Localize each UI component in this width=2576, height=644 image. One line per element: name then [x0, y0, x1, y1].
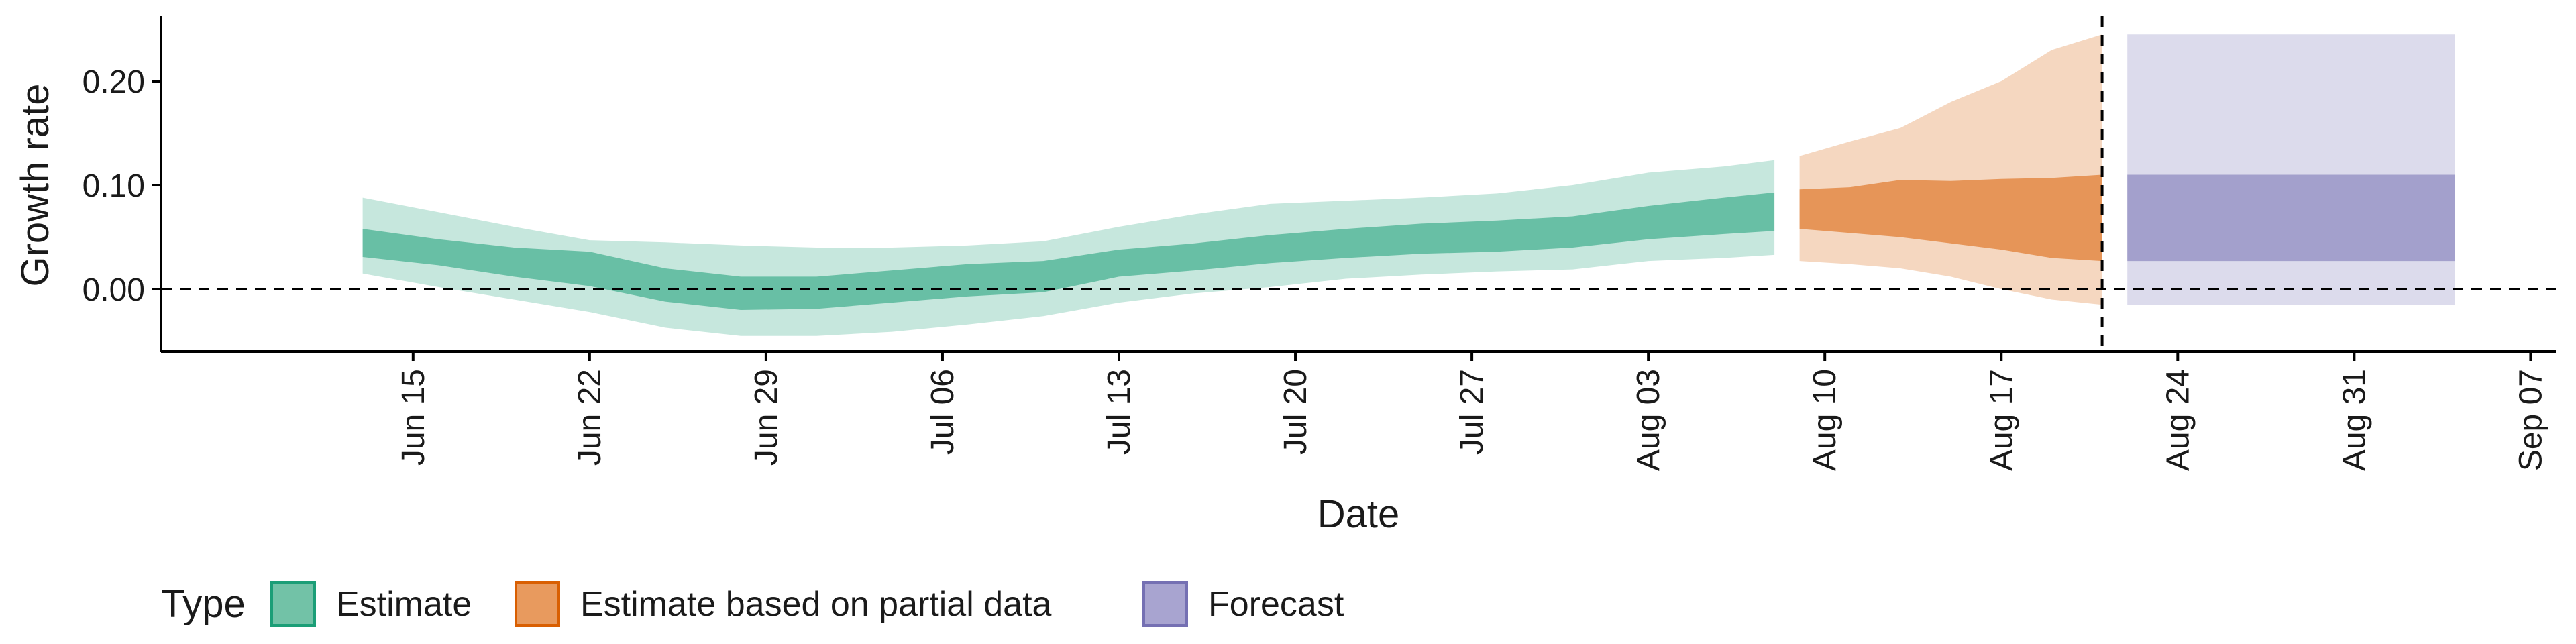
legend-swatch [515, 581, 560, 627]
x-tick-label: Jun 22 [572, 369, 608, 466]
x-axis-label: Date [1318, 492, 1400, 536]
series-0 [362, 160, 1775, 336]
axes-layer: 0.00 0.10 0.20 Jun 15 Jun 22 Jun 29 Jul 06 Jul … [83, 16, 2556, 471]
y-axis-label: Growth rate [13, 84, 57, 287]
x-tick-label: Jul 13 [1102, 369, 1137, 455]
x-tick-label: Jul 27 [1454, 369, 1490, 455]
legend-label: Forecast [1208, 585, 1344, 624]
x-tick-label: Jun 15 [396, 369, 431, 466]
band-50 [362, 192, 1775, 310]
legend-item-0: Estimate [270, 581, 472, 627]
legend-title: Type [161, 582, 246, 626]
legend-item-1: Estimate based on partial data [515, 581, 1052, 627]
legend-swatch [1142, 581, 1188, 627]
series-2 [2127, 34, 2455, 305]
band-50 [1799, 174, 2102, 262]
y-tick-label: 0.00 [83, 272, 145, 308]
band-50 [2127, 174, 2455, 262]
legend-item-2: Forecast [1142, 581, 1344, 627]
x-tick-label: Sep 07 [2513, 369, 2548, 471]
legend-label: Estimate [336, 585, 472, 624]
x-tick-label: Jul 06 [925, 369, 961, 455]
x-tick-label: Jun 29 [749, 369, 784, 466]
y-tick-label: 0.10 [83, 168, 145, 204]
x-tick-label: Aug 03 [1631, 369, 1666, 471]
band-90 [2127, 34, 2455, 305]
y-tick-label: 0.20 [83, 64, 145, 100]
series-1 [1799, 34, 2102, 305]
legend-swatch [270, 581, 316, 627]
bands-layer [362, 34, 2455, 336]
x-tick-label: Jul 20 [1278, 369, 1313, 455]
reference-lines [161, 16, 2556, 352]
x-tick-label: Aug 31 [2337, 369, 2372, 471]
x-tick-label: Aug 24 [2160, 369, 2196, 471]
legend: Type Estimate Estimate based on partial da… [161, 581, 1344, 627]
x-tick-label: Aug 10 [1807, 369, 1843, 471]
legend-label: Estimate based on partial data [580, 585, 1052, 624]
x-tick-label: Aug 17 [1984, 369, 2019, 471]
band-90 [1799, 34, 2102, 305]
